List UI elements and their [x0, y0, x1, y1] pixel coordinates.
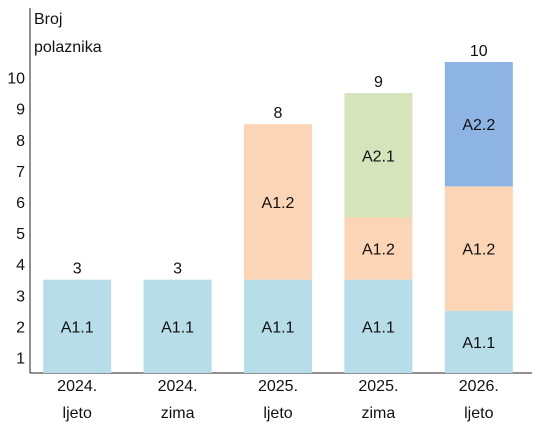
x-tick-label: ljeto — [63, 405, 92, 422]
segment-label: A1.2 — [362, 242, 395, 259]
x-tick-label: 2024. — [158, 378, 198, 395]
bar-segment — [344, 93, 413, 218]
y-tick-label: 7 — [16, 164, 25, 181]
y-axis-label-line: polaznika — [34, 39, 102, 56]
x-tick-label: 2024. — [57, 378, 97, 395]
segment-label: A1.2 — [262, 195, 295, 212]
segment-label: A2.1 — [362, 148, 395, 165]
total-label: 10 — [470, 43, 488, 60]
total-label: 3 — [73, 261, 82, 278]
total-label: 8 — [274, 105, 283, 122]
bar-segment — [344, 217, 413, 280]
y-tick-label: 2 — [16, 319, 25, 336]
x-tick-label: 2025. — [358, 378, 398, 395]
segment-label: A1.1 — [362, 319, 395, 336]
total-label: 3 — [173, 261, 182, 278]
bar-segment — [143, 279, 212, 373]
bars — [43, 62, 513, 373]
bar-segment — [444, 62, 513, 187]
y-tick-label: 6 — [16, 195, 25, 212]
bar-segment — [43, 279, 112, 373]
x-tick-label: zima — [161, 405, 195, 422]
x-tick-label: 2025. — [258, 378, 298, 395]
segment-label: A1.1 — [61, 319, 94, 336]
bar-segment — [344, 279, 413, 373]
y-tick-label: 8 — [16, 133, 25, 150]
total-label: 9 — [374, 74, 383, 91]
axes: Broj polaznika 1 2 3 4 5 6 7 8 9 10 — [7, 8, 532, 374]
y-tick-label: 4 — [16, 257, 25, 274]
y-tick-label: 3 — [16, 288, 25, 305]
segment-label: A1.2 — [462, 242, 495, 259]
segment-label: A1.1 — [462, 335, 495, 352]
y-tick-label: 1 — [16, 350, 25, 367]
x-tick-label: zima — [362, 405, 396, 422]
bar-segment — [444, 186, 513, 311]
bar-segment — [444, 310, 513, 373]
y-tick-label: 10 — [7, 71, 25, 88]
bar-segment — [244, 124, 312, 280]
x-tick-label: ljeto — [263, 405, 292, 422]
y-tick-label: 5 — [16, 226, 25, 243]
segment-label: A2.2 — [462, 117, 495, 134]
segment-label: A1.1 — [161, 319, 194, 336]
y-tick-label: 9 — [16, 102, 25, 119]
labels: A1.1 3 2024. ljeto A1.1 3 2024. zima A1.1 A1.2 8 20… — [57, 43, 499, 422]
x-tick-label: ljeto — [464, 405, 493, 422]
y-axis-label-line: Broj — [34, 11, 62, 28]
x-tick-label: 2026. — [459, 378, 499, 395]
segment-label: A1.1 — [262, 319, 295, 336]
bar-segment — [244, 279, 312, 373]
